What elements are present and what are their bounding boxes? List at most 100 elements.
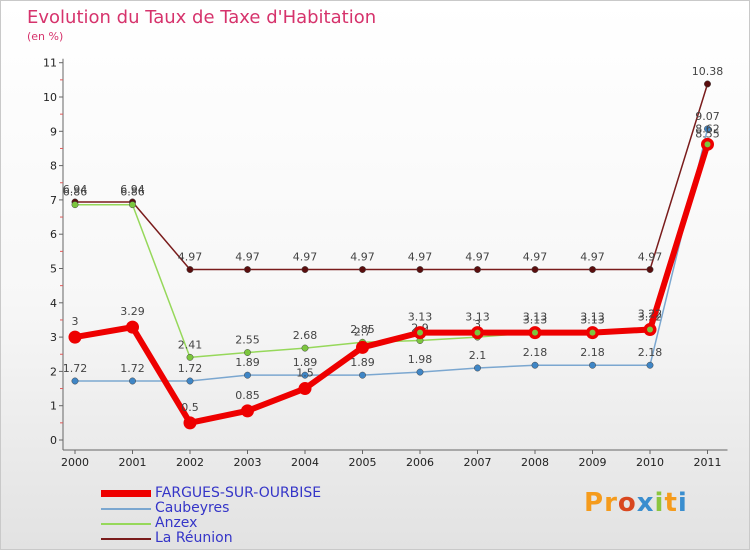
data-label-caubeyres-2008: 2.18 xyxy=(523,346,548,359)
y-tick-label-11: 11 xyxy=(43,57,57,70)
legend-label-fargues: FARGUES-SUR-OURBISE xyxy=(155,485,322,501)
data-label-caubeyres-2000: 1.72 xyxy=(63,362,88,375)
data-label-caubeyres-2002: 1.72 xyxy=(178,362,203,375)
series-point-inner-2011 xyxy=(704,141,711,148)
series-point-la-r-union-2011 xyxy=(704,80,711,88)
data-label-la-r-union-2005: 4.97 xyxy=(350,251,375,264)
legend-item-anzex: Anzex xyxy=(101,516,321,531)
y-tick-label-2: 2 xyxy=(50,365,57,378)
legend-label-la-reunion: La Réunion xyxy=(155,530,233,546)
series-point-caubeyres-2008 xyxy=(531,361,539,369)
series-point-inner-2010 xyxy=(647,326,653,333)
series-point-inner-2007 xyxy=(474,329,481,336)
y-tick-label-9: 9 xyxy=(50,125,57,138)
series-point-caubeyres-2007 xyxy=(474,364,481,372)
legend-label-caubeyres: Caubeyres xyxy=(155,500,230,516)
series-point-caubeyres-2009 xyxy=(589,361,596,369)
series-point-la-r-union-2006 xyxy=(416,266,424,273)
series-point-la-r-union-2008 xyxy=(531,266,539,273)
series-point-caubeyres-2003 xyxy=(244,371,251,379)
data-label-la-r-union-2003: 4.97 xyxy=(235,251,260,264)
logo-letter: o xyxy=(617,488,637,518)
y-tick-label-5: 5 xyxy=(50,263,57,276)
series-line-caubeyres xyxy=(74,128,709,382)
logo-letter: i xyxy=(677,488,688,518)
logo-letter: r xyxy=(604,488,618,518)
chart-legend: FARGUES-SUR-OURBISE Caubeyres Anzex La R… xyxy=(101,486,321,546)
series-line-anzex xyxy=(74,145,709,359)
legend-swatch-la-reunion xyxy=(101,537,151,540)
series-point-caubeyres-2002 xyxy=(186,377,194,385)
series-point-anzex-2002 xyxy=(186,353,194,361)
series-line-fargues-sur-ourbise xyxy=(72,141,711,426)
series-point-la-r-union-2007 xyxy=(474,266,481,273)
legend-swatch-caubeyres xyxy=(101,507,151,510)
x-tick-label-2001: 2001 xyxy=(119,456,147,469)
series-point-caubeyres-2010 xyxy=(646,361,654,369)
data-label-caubeyres-2007: 2.1 xyxy=(469,349,487,362)
series-point-caubeyres-2004 xyxy=(301,371,309,379)
series-point-caubeyres-2011 xyxy=(704,125,711,133)
data-label-caubeyres-2011: 9.07 xyxy=(695,110,720,123)
x-tick-label-2009: 2009 xyxy=(579,456,607,469)
data-label-anzex-2004: 2.68 xyxy=(293,329,318,342)
series-point-fargues-sur-ourbise-2001 xyxy=(126,320,139,334)
data-label-la-r-union-2011: 10.38 xyxy=(692,65,724,78)
series-point-fargues-sur-ourbise-2005 xyxy=(356,340,369,354)
y-tick-label-7: 7 xyxy=(50,194,57,207)
data-label-anzex-2003: 2.55 xyxy=(235,334,260,347)
data-label-la-r-union-2010: 4.97 xyxy=(638,251,663,264)
data-label-caubeyres-2006: 1.98 xyxy=(408,353,433,366)
series-point-la-r-union-2003 xyxy=(244,266,251,273)
series-point-la-r-union-2010 xyxy=(646,266,654,273)
data-label-fargues-sur-ourbise-2005: 2.7 xyxy=(354,325,372,338)
x-tick-label-2006: 2006 xyxy=(406,456,434,469)
x-tick-label-2000: 2000 xyxy=(61,456,89,469)
data-label-fargues-sur-ourbise-2010: 3.22 xyxy=(638,308,663,321)
legend-swatch-fargues xyxy=(101,490,151,497)
series-point-inner-2006 xyxy=(417,329,423,336)
series-point-la-r-union-2009 xyxy=(589,266,596,273)
y-tick-label-6: 6 xyxy=(50,228,57,241)
data-label-la-r-union-2007: 4.97 xyxy=(465,251,490,264)
legend-swatch-anzex xyxy=(101,522,151,525)
series-point-anzex-2003 xyxy=(244,349,251,356)
y-tick-label-8: 8 xyxy=(50,160,57,173)
data-label-anzex-2011: 8.55 xyxy=(695,128,720,141)
data-label-anzex-2007: 3 xyxy=(474,318,481,331)
data-label-fargues-sur-ourbise-2003: 0.85 xyxy=(235,389,260,402)
series-point-fargues-sur-ourbise-2002 xyxy=(183,416,197,430)
data-label-la-r-union-2000: 6.94 xyxy=(63,183,88,196)
logo-letter: x xyxy=(636,488,655,518)
y-tick-label-10: 10 xyxy=(43,91,57,104)
data-label-anzex-2009: 3.13 xyxy=(580,314,605,327)
data-label-la-r-union-2008: 4.97 xyxy=(523,251,548,264)
series-point-caubeyres-2006 xyxy=(416,368,424,376)
data-label-caubeyres-2004: 1.89 xyxy=(293,356,318,369)
data-label-caubeyres-2010: 2.18 xyxy=(638,346,663,359)
data-label-fargues-sur-ourbise-2011: 8.62 xyxy=(695,122,720,135)
data-label-fargues-sur-ourbise-2008: 3.13 xyxy=(523,311,548,324)
series-point-fargues-sur-ourbise-2003 xyxy=(241,404,254,418)
x-tick-label-2002: 2002 xyxy=(176,456,204,469)
data-label-caubeyres-2001: 1.72 xyxy=(120,362,145,375)
x-tick-label-2003: 2003 xyxy=(234,456,262,469)
series-line-la-r-union xyxy=(74,83,709,271)
legend-item-caubeyres: Caubeyres xyxy=(101,501,321,516)
y-tick-label-0: 0 xyxy=(50,434,57,447)
data-label-anzex-2001: 6.86 xyxy=(120,186,145,199)
data-label-fargues-sur-ourbise-2001: 3.29 xyxy=(120,305,145,318)
data-label-fargues-sur-ourbise-2009: 3.13 xyxy=(580,311,605,324)
y-tick-label-3: 3 xyxy=(50,331,57,344)
legend-item-fargues: FARGUES-SUR-OURBISE xyxy=(101,486,321,501)
legend-item-la-reunion: La Réunion xyxy=(101,531,321,546)
data-label-caubeyres-2003: 1.89 xyxy=(235,356,260,369)
data-label-anzex-2005: 2.85 xyxy=(350,323,375,336)
series-point-inner-2009 xyxy=(589,329,596,336)
data-label-fargues-sur-ourbise-2002: 0.5 xyxy=(181,401,199,414)
series-point-la-r-union-2004 xyxy=(301,266,309,273)
x-tick-label-2008: 2008 xyxy=(521,456,549,469)
chart-subtitle: (en %) xyxy=(27,30,64,43)
